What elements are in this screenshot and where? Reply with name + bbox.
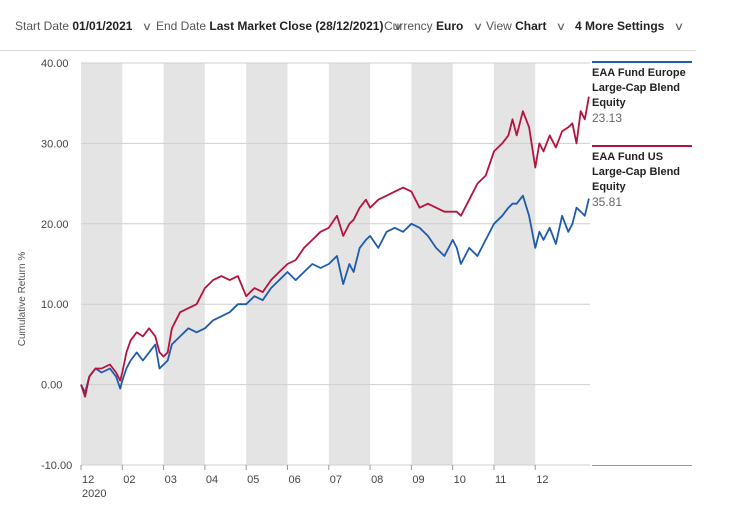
x-tick-label: 12 — [82, 474, 94, 486]
legend-item-europe: EAA Fund Europe Large-Cap Blend Equity 2… — [592, 61, 692, 125]
chevron-down-icon: ∨ — [673, 21, 684, 33]
x-tick-label: 05 — [247, 474, 259, 486]
x-tick-label: 11 — [495, 474, 506, 486]
chevron-down-icon: ∨ — [555, 21, 567, 33]
view-label: View — [486, 19, 512, 33]
month-band — [246, 63, 288, 465]
currency-label: Currency — [384, 19, 433, 33]
start-date-dropdown[interactable]: Start Date 01/01/2021 ∨ — [15, 19, 153, 33]
month-band — [411, 63, 453, 465]
legend-series-value: 23.13 — [592, 111, 623, 125]
performance-chart: -10.00 0.00 10.00 20.00 30.00 40.00 Cumulative… — [17, 58, 590, 500]
end-date-dropdown[interactable]: End Date Last Market Close (28/12/2021) … — [156, 19, 404, 33]
x-tick-label: 10 — [454, 474, 466, 486]
month-band — [81, 63, 123, 465]
legend-item-us: EAA Fund US Large-Cap Blend Equity 35.81 — [592, 145, 692, 209]
x-tick-label: 09 — [412, 474, 424, 486]
legend-series-name: EAA Fund Europe Large-Cap Blend Equity — [592, 67, 686, 109]
x-tick-label: 08 — [371, 474, 383, 486]
settings-toolbar: Start Date 01/01/2021 ∨ End Date Last Ma… — [0, 0, 696, 51]
month-band — [163, 63, 205, 465]
series-line — [80, 96, 590, 398]
x-tick-label: 12 — [536, 474, 548, 486]
view-dropdown[interactable]: View Chart ∨ — [486, 19, 567, 33]
x-tick-label: 03 — [165, 474, 177, 486]
legend-divider — [592, 465, 692, 466]
y-tick-label: 40.00 — [41, 58, 69, 70]
chevron-down-icon: ∨ — [392, 21, 404, 33]
x-tick-year-label: 2020 — [82, 488, 106, 500]
chevron-down-icon: ∨ — [141, 21, 153, 33]
legend-series-name: EAA Fund US Large-Cap Blend Equity — [592, 151, 681, 193]
end-date-value: Last Market Close (28/12/2021) — [209, 19, 384, 33]
y-tick-label: 10.00 — [41, 299, 69, 311]
view-value: Chart — [515, 19, 547, 33]
month-band — [493, 63, 536, 465]
end-date-label: End Date — [156, 19, 207, 33]
y-tick-label: -10.00 — [41, 460, 72, 472]
y-tick-label: 20.00 — [41, 219, 69, 231]
start-date-label: Start Date — [15, 19, 70, 33]
y-axis-label: Cumulative Return % — [17, 252, 28, 347]
x-tick-label: 07 — [330, 474, 342, 486]
more-settings-label: 4 More Settings — [575, 19, 665, 33]
currency-dropdown[interactable]: Currency Euro ∨ — [384, 19, 483, 33]
legend-series-value: 35.81 — [592, 195, 623, 209]
x-tick-label: 02 — [123, 474, 135, 486]
currency-value: Euro — [436, 19, 464, 33]
series-line — [80, 194, 590, 394]
x-tick-label: 04 — [206, 474, 218, 486]
more-settings-dropdown[interactable]: 4 More Settings ∨ — [575, 19, 684, 33]
y-tick-label: 0.00 — [41, 380, 62, 392]
chevron-down-icon: ∨ — [472, 21, 483, 33]
x-tick-label: 06 — [288, 474, 300, 486]
y-tick-label: 30.00 — [41, 138, 69, 150]
start-date-value: 01/01/2021 — [72, 19, 133, 33]
